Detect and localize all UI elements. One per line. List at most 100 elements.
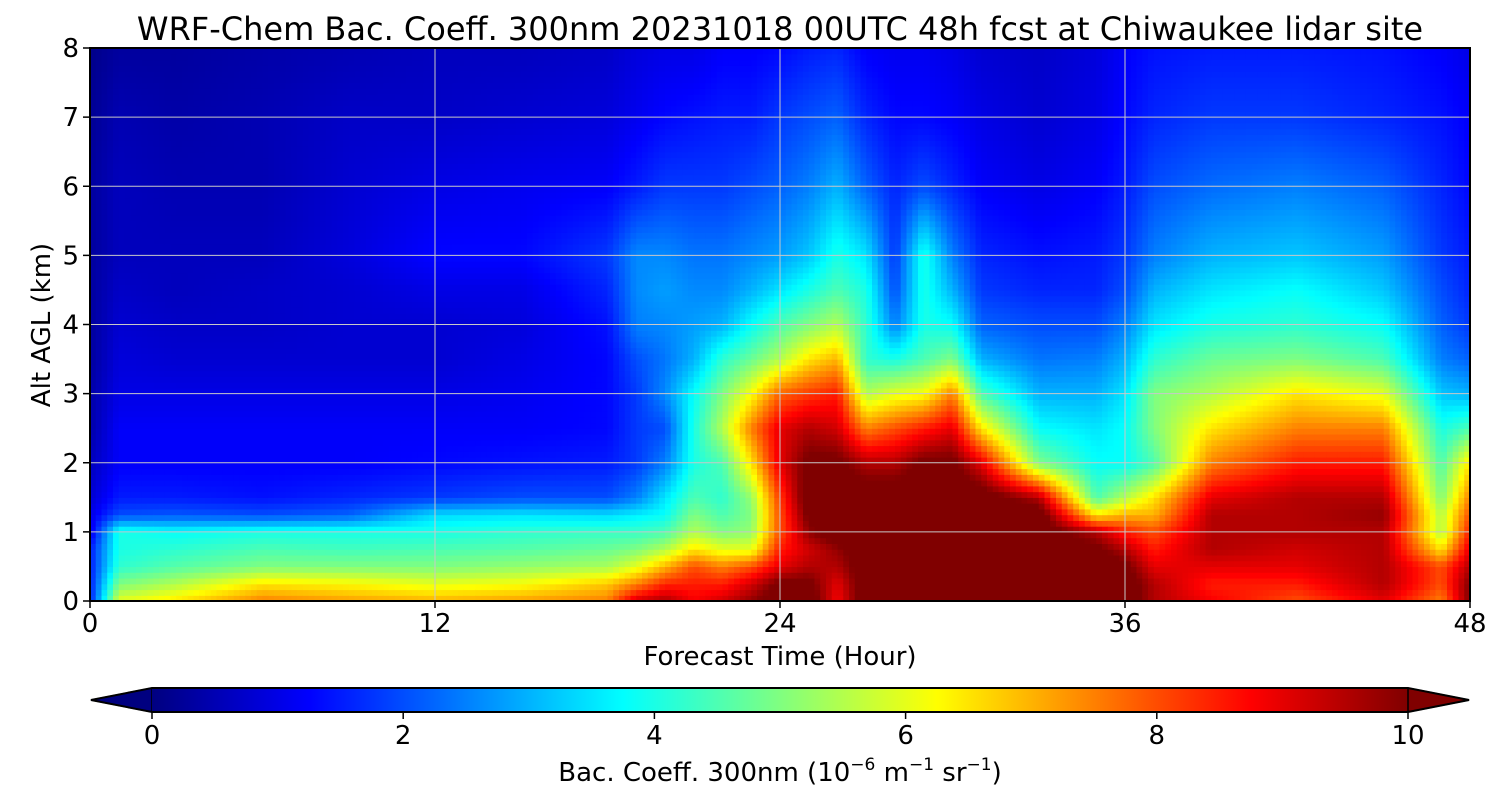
heatmap-cell (251, 255, 258, 262)
heatmap-cell (159, 572, 166, 579)
heatmap-cell (228, 94, 235, 101)
heatmap-cell (239, 456, 246, 464)
heatmap-cell (228, 134, 235, 141)
heatmap-cell (297, 456, 304, 464)
heatmap-cell (95, 284, 103, 291)
heatmap-cell (377, 192, 384, 199)
heatmap-cell (331, 157, 338, 164)
heatmap-cell (113, 111, 120, 118)
heatmap-cell (354, 422, 361, 429)
heatmap-cell (360, 508, 367, 516)
heatmap-cell (130, 445, 137, 452)
heatmap-cell (383, 572, 390, 579)
heatmap-cell (118, 474, 126, 481)
heatmap-cell (176, 134, 183, 141)
heatmap-cell (210, 566, 218, 573)
heatmap-cell (291, 301, 298, 308)
heatmap-cell (366, 347, 373, 354)
heatmap-cell (383, 105, 390, 112)
heatmap-cell (297, 168, 304, 176)
heatmap-cell (314, 278, 321, 285)
heatmap-cell (164, 76, 172, 84)
heatmap-cell (291, 272, 298, 280)
heatmap-cell (90, 336, 97, 343)
heatmap-cell (136, 180, 143, 187)
heatmap-cell (205, 232, 212, 239)
heatmap-cell (136, 543, 143, 550)
heatmap-cell (118, 312, 126, 320)
heatmap-cell (279, 312, 287, 320)
heatmap-cell (245, 255, 252, 262)
heatmap-cell (360, 359, 367, 366)
heatmap-cell (141, 330, 149, 337)
heatmap-cell (147, 301, 154, 308)
heatmap-cell (182, 595, 189, 601)
heatmap-cell (118, 543, 126, 550)
heatmap-cell (383, 554, 390, 562)
heatmap-cell (251, 393, 258, 400)
heatmap-cell (279, 174, 287, 182)
heatmap-cell (199, 526, 206, 533)
heatmap-cell (210, 531, 218, 539)
heatmap-cell (291, 88, 298, 95)
heatmap-cell (101, 549, 108, 556)
heatmap-cell (343, 399, 350, 406)
heatmap-cell (222, 140, 229, 147)
heatmap-cell (210, 399, 218, 406)
heatmap-cell (268, 416, 275, 424)
heatmap-cell (320, 249, 327, 256)
heatmap-cell (147, 526, 154, 533)
heatmap-cell (308, 382, 315, 389)
heatmap-cell (279, 157, 287, 164)
heatmap-cell (348, 76, 356, 84)
heatmap-cell (268, 491, 275, 498)
heatmap-cell (187, 491, 195, 498)
heatmap-cell (113, 439, 120, 447)
heatmap-cell (297, 595, 304, 601)
heatmap-cell (314, 215, 321, 222)
heatmap-cell (107, 192, 114, 199)
heatmap-cell (176, 232, 183, 239)
heatmap-cell (95, 595, 103, 601)
heatmap-cell (164, 583, 172, 591)
heatmap-cell (325, 266, 333, 274)
heatmap-cell (164, 168, 172, 176)
heatmap-cell (314, 393, 321, 400)
heatmap-cell (239, 439, 246, 447)
heatmap-cell (245, 503, 252, 510)
heatmap-cell (90, 549, 97, 556)
heatmap-cell (343, 405, 350, 412)
heatmap-cell (360, 163, 367, 170)
heatmap-cell (343, 520, 350, 527)
heatmap-cell (164, 560, 172, 568)
heatmap-cell (262, 410, 269, 418)
heatmap-cell (245, 330, 252, 337)
heatmap-cell (199, 312, 206, 320)
heatmap-cell (279, 226, 287, 233)
heatmap-cell (302, 347, 310, 354)
heatmap-cell (337, 353, 344, 360)
heatmap-cell (193, 468, 200, 475)
heatmap-cell (239, 324, 246, 331)
heatmap-cell (193, 65, 200, 72)
heatmap-cell (170, 474, 177, 481)
heatmap-cell (159, 53, 166, 61)
heatmap-cell (216, 485, 223, 493)
heatmap-cell (337, 497, 344, 504)
heatmap-cell (302, 560, 310, 568)
heatmap-cell (182, 220, 189, 228)
heatmap-cell (360, 439, 367, 447)
heatmap-cell (113, 376, 120, 383)
heatmap-cell (222, 376, 229, 383)
heatmap-cell (228, 266, 235, 274)
heatmap-cell (118, 491, 126, 498)
heatmap-cell (193, 203, 200, 210)
heatmap-cell (141, 284, 149, 291)
heatmap-cell (371, 197, 379, 205)
heatmap-cell (130, 416, 137, 424)
heatmap-cell (325, 468, 333, 475)
heatmap-cell (147, 324, 154, 331)
heatmap-cell (164, 376, 172, 383)
heatmap-cell (170, 462, 177, 470)
heatmap-cell (256, 180, 264, 187)
